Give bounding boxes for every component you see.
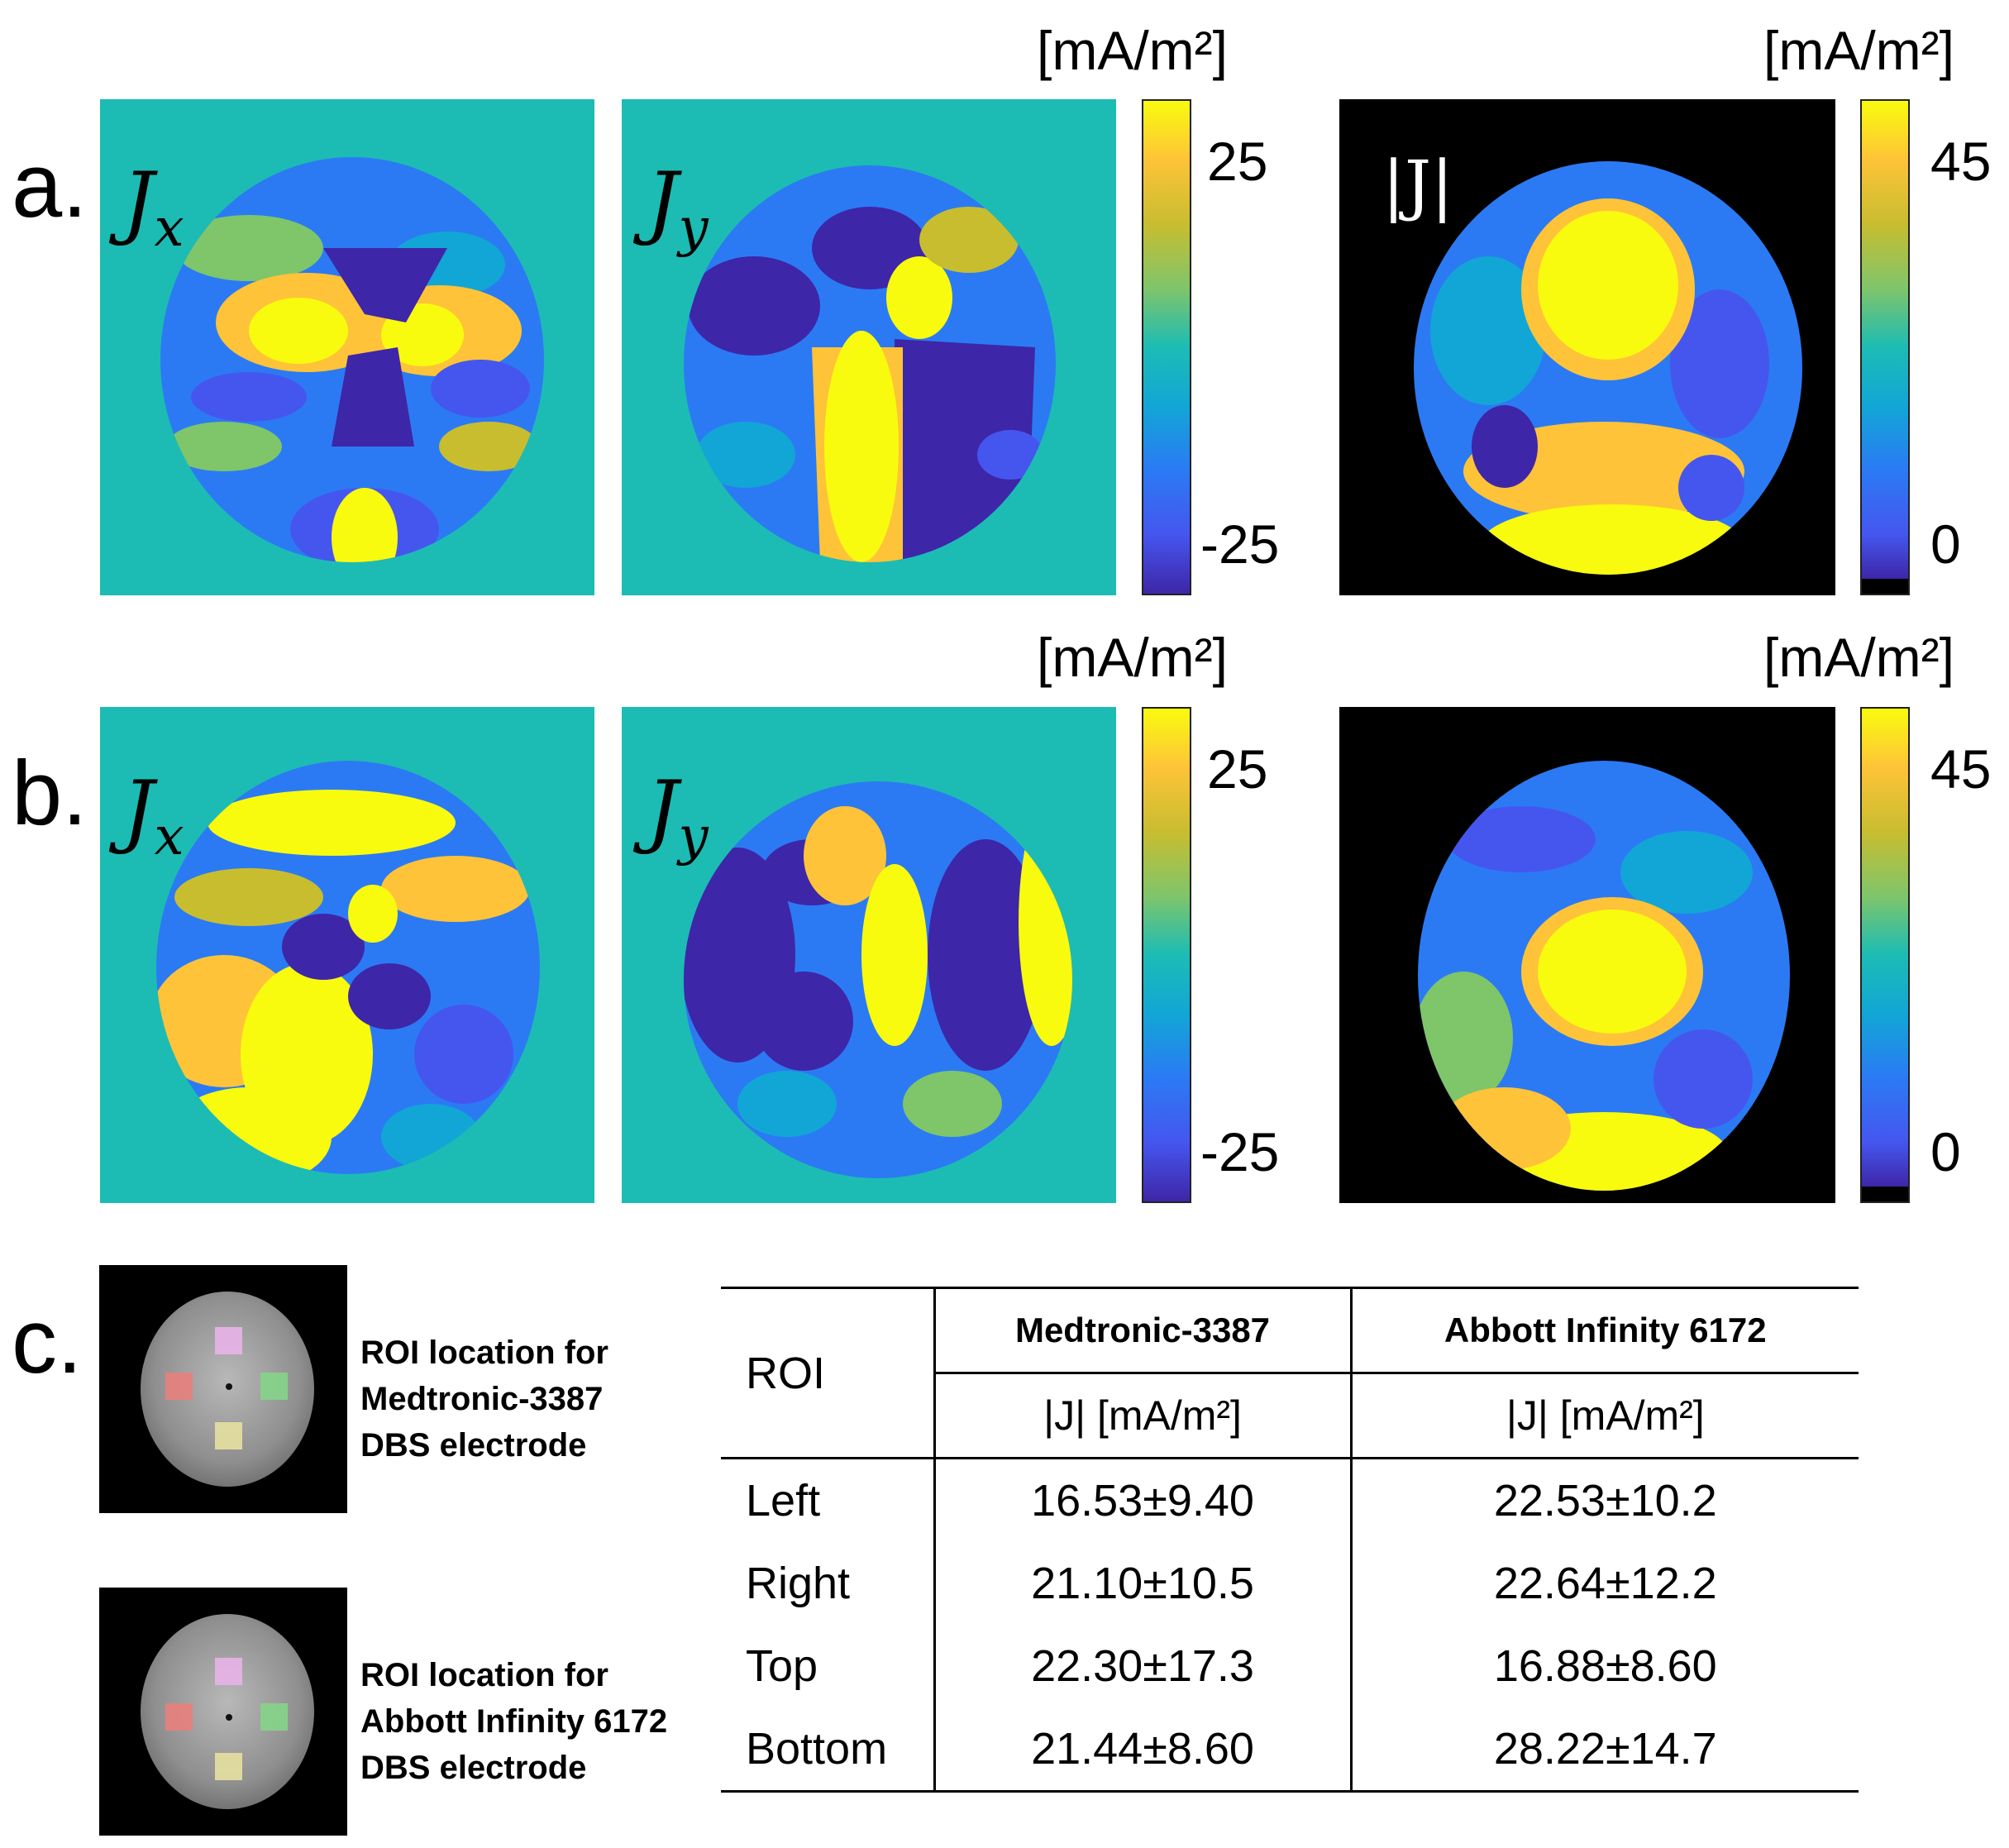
jy-map-a <box>622 99 1116 595</box>
roi-image-abbott <box>99 1588 347 1836</box>
medtronic-value: 21.10±10.5 <box>934 1542 1353 1625</box>
table-row: Left 16.53±9.40 22.53±10.2 <box>721 1458 1859 1542</box>
colorbar-b-div-min: -25 <box>1200 1121 1280 1182</box>
roi-caption-abbott: ROI location for Abbott Infinity 6172 DB… <box>360 1657 668 1786</box>
panel-b-letter: b. <box>12 743 88 844</box>
panel-c-letter: c. <box>12 1291 83 1392</box>
colorbar-b-div-max: 25 <box>1207 738 1268 800</box>
roi-name: Top <box>721 1625 936 1707</box>
table-row: Bottom 21.44±8.60 28.22±14.7 <box>721 1707 1859 1792</box>
col-abbott-unit: |J| [mA/m²] <box>1351 1373 1859 1459</box>
unit-label-b-div: [mA/m²] <box>1037 627 1228 688</box>
roi-name: Bottom <box>721 1707 936 1792</box>
table-row: Right 21.10±10.5 22.64±12.2 <box>721 1542 1859 1625</box>
abbott-value: 22.64±12.2 <box>1493 1559 1717 1608</box>
medtronic-value: 21.44±8.60 <box>934 1707 1353 1792</box>
col-medtronic-header: Medtronic-3387 <box>934 1287 1353 1374</box>
mag-map-b <box>1339 707 1835 1203</box>
jy-label-b: Jy <box>647 764 709 868</box>
colorbar-b-mag <box>1860 707 1910 1203</box>
roi-table: ROI Medtronic-3387 Abbott Infinity 6172 … <box>721 1287 1859 1793</box>
abbott-value: 16.88±8.60 <box>1493 1641 1717 1691</box>
jx-map-a <box>100 99 594 595</box>
abbott-value: 22.53±10.2 <box>1493 1476 1717 1526</box>
roi-table-container: ROI Medtronic-3387 Abbott Infinity 6172 … <box>721 1287 1859 1793</box>
medtronic-value: 22.30±17.3 <box>934 1625 1353 1707</box>
col-medtronic-unit: |J| [mA/m²] <box>934 1373 1353 1459</box>
colorbar-b-div <box>1142 707 1191 1203</box>
panel-a-letter: a. <box>12 135 88 236</box>
jx-label-a: Jx <box>122 155 184 260</box>
mag-map-a <box>1339 99 1835 595</box>
medtronic-value: 16.53±9.40 <box>934 1458 1353 1542</box>
colorbar-a-div-max: 25 <box>1207 131 1268 192</box>
roi-image-medtronic <box>99 1265 347 1513</box>
jy-map-b <box>622 707 1116 1203</box>
colorbar-b-mag-max: 45 <box>1930 738 1992 800</box>
colorbar-a-div-min: -25 <box>1200 513 1280 575</box>
unit-label-a-div: [mA/m²] <box>1037 20 1228 81</box>
roi-name: Left <box>721 1458 936 1542</box>
colorbar-a-mag-max: 45 <box>1930 131 1992 192</box>
colorbar-a-mag-min: 0 <box>1930 513 1961 575</box>
roi-caption-medtronic: ROI location for Medtronic-3387 DBS elec… <box>360 1335 608 1464</box>
col-abbott-header: Abbott Infinity 6172 <box>1351 1287 1859 1374</box>
table-row: Top 22.30±17.3 16.88±8.60 <box>721 1625 1859 1707</box>
jx-map-b <box>100 707 594 1203</box>
colorbar-a-div <box>1142 99 1191 595</box>
roi-header: ROI <box>721 1287 936 1459</box>
jx-label-b: Jx <box>122 764 184 868</box>
unit-label-a-mag: [mA/m²] <box>1763 20 1954 81</box>
mag-label-a: |J| <box>1382 146 1453 223</box>
roi-name: Right <box>721 1542 936 1625</box>
unit-label-b-mag: [mA/m²] <box>1763 627 1954 688</box>
colorbar-b-mag-min: 0 <box>1930 1121 1961 1182</box>
colorbar-a-mag <box>1860 99 1910 595</box>
jy-label-a: Jy <box>647 155 709 260</box>
abbott-value: 28.22±14.7 <box>1493 1724 1717 1774</box>
